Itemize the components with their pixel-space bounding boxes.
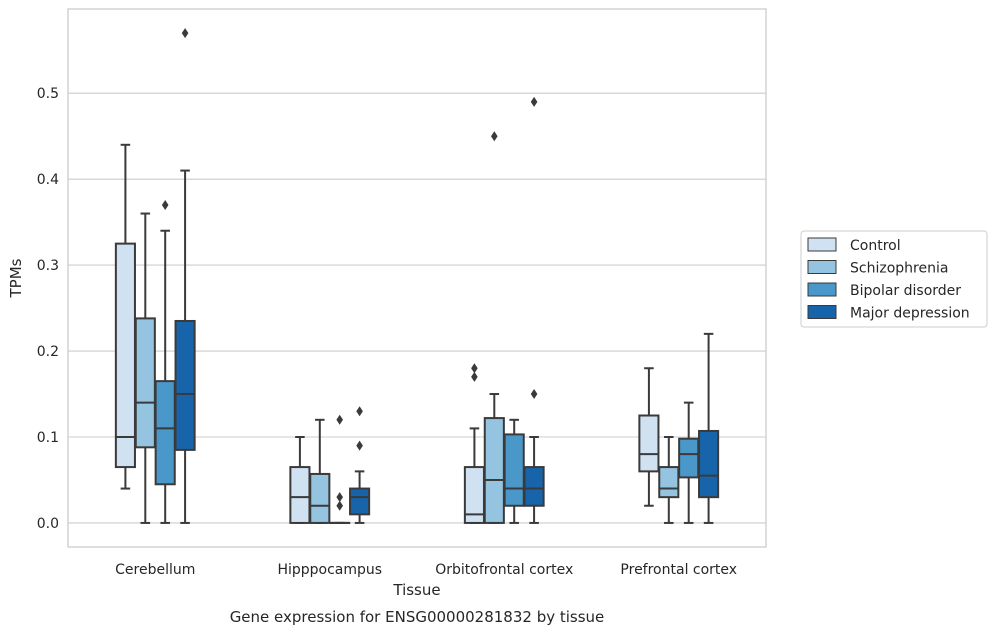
box-iqr — [678, 437, 700, 479]
box-iqr — [698, 429, 720, 499]
x-axis-label: Tissue — [392, 581, 440, 599]
legend-label: Major depression — [850, 306, 970, 322]
box-iqr — [134, 317, 156, 449]
box-3-0 — [638, 367, 660, 507]
x-tick-label: Hipppocampus — [277, 562, 382, 578]
box-iqr — [174, 319, 196, 451]
y-tick-label: 0.3 — [37, 258, 59, 274]
y-tick-label: 0.2 — [37, 344, 59, 360]
y-axis-ticks: 0.0 0.1 0.2 0.3 0.4 0.5 — [37, 86, 59, 532]
y-axis-label: TPMs — [7, 258, 25, 298]
outlier-point — [356, 440, 363, 451]
box-iqr — [114, 242, 136, 469]
legend-swatch — [807, 305, 837, 319]
legend-label: Control — [850, 238, 901, 254]
box-1-0 — [289, 435, 311, 524]
box-3-2 — [678, 401, 700, 524]
outlier-point — [471, 363, 478, 374]
outlier-point — [336, 500, 343, 511]
legend-swatch — [807, 260, 837, 274]
box-2-3 — [523, 96, 545, 524]
x-axis-ticks: Cerebellum Hipppocampus Orbitofrontal cort… — [115, 562, 737, 578]
outlier-point — [161, 199, 169, 210]
boxes-layer — [114, 28, 720, 524]
box-iqr — [658, 466, 680, 499]
box-iqr — [289, 466, 311, 524]
box-2-1 — [483, 131, 505, 524]
box-iqr — [309, 472, 331, 524]
x-tick-label: Orbitofrontal cortex — [435, 562, 573, 578]
outlier-point — [336, 492, 343, 503]
box-0-0 — [114, 143, 136, 490]
outlier-point — [336, 414, 343, 425]
box-iqr — [503, 433, 525, 507]
legend: Control Schizophrenia Bipolar disorder Majo… — [800, 230, 988, 328]
box-1-1 — [309, 418, 331, 524]
box-1-2 — [329, 414, 351, 524]
box-1-3 — [349, 406, 371, 524]
box-iqr — [154, 380, 176, 486]
outlier-point — [181, 28, 189, 39]
y-tick-label: 0.4 — [37, 172, 59, 188]
box-0-2 — [154, 199, 176, 524]
y-tick-label: 0.0 — [37, 516, 59, 532]
outlier-point — [356, 406, 363, 417]
chart-caption: Gene expression for ENSG00000281832 by t… — [230, 608, 605, 626]
legend-frame — [800, 230, 988, 328]
y-tick-label: 0.5 — [37, 86, 59, 102]
outlier-point — [471, 371, 478, 382]
legend-label: Schizophrenia — [850, 261, 948, 277]
y-tick-label: 0.1 — [37, 430, 59, 446]
box-2-0 — [463, 363, 485, 524]
legend-label: Bipolar disorder — [850, 283, 961, 299]
box-iqr — [638, 414, 660, 473]
box-3-1 — [658, 435, 680, 524]
box-iqr — [523, 466, 545, 507]
legend-swatch — [807, 237, 837, 252]
outlier-point — [530, 96, 538, 107]
plot-frame — [67, 8, 767, 548]
x-tick-label: Prefrontal cortex — [620, 562, 737, 578]
box-iqr — [349, 487, 371, 516]
box-iqr — [483, 417, 505, 524]
box-2-2 — [503, 418, 525, 524]
outlier-point — [530, 389, 538, 400]
legend-swatch — [807, 282, 837, 297]
x-tick-label: Cerebellum — [115, 562, 195, 578]
outlier-point — [491, 131, 498, 142]
box-0-1 — [134, 212, 156, 524]
box-3-3 — [698, 332, 720, 524]
box-0-3 — [174, 28, 196, 524]
